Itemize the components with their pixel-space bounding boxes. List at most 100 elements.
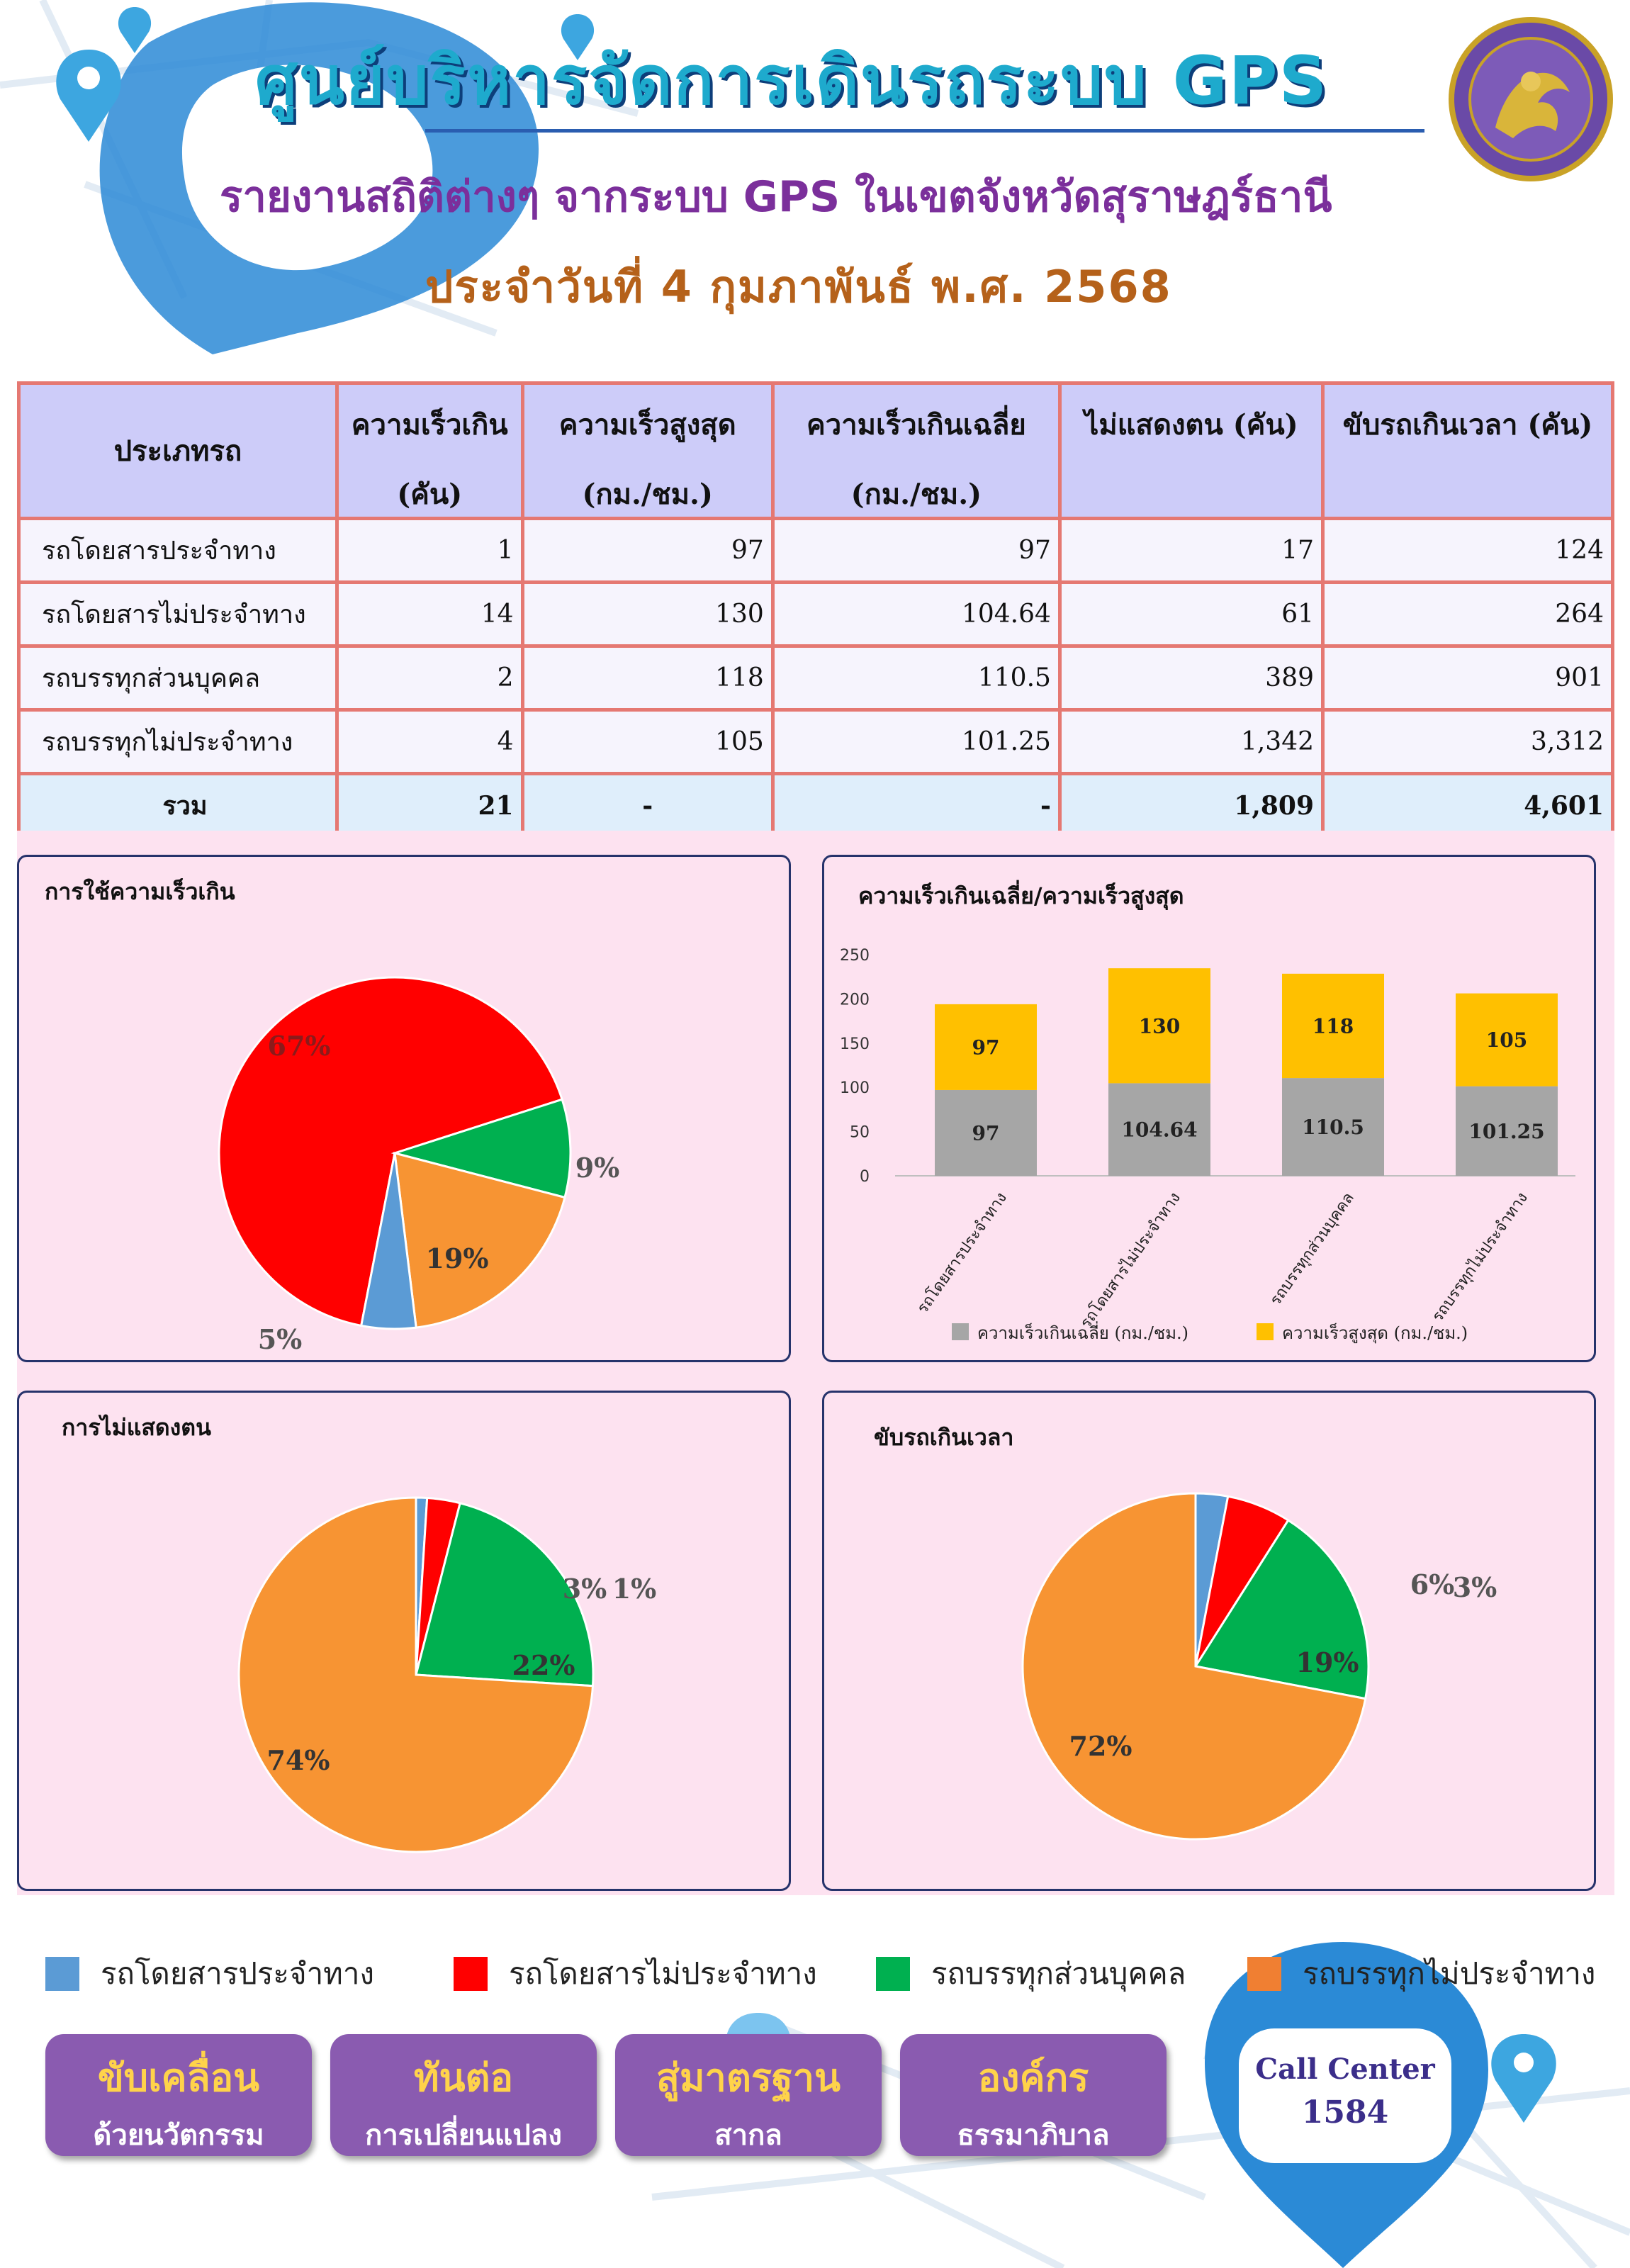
cell-total-max: - — [520, 772, 775, 839]
cell-avg: 110.5 — [770, 644, 1062, 712]
cell-total-avg: - — [770, 772, 1062, 839]
bar-avg-speed — [1282, 1078, 1384, 1176]
cell-total-noid: 1,809 — [1057, 772, 1325, 839]
cell-noid: 17 — [1057, 517, 1325, 584]
cell-total-label: รวม — [17, 772, 339, 839]
bar-max-speed — [1282, 973, 1384, 1079]
cell-noid: 1,342 — [1057, 708, 1325, 775]
y-tick-label: 200 — [840, 991, 870, 1009]
y-tick-label: 0 — [860, 1168, 870, 1186]
pie-chart-speeding: 67% 9% 19% 5% — [218, 976, 619, 1353]
cell-speeding: 1 — [335, 517, 524, 584]
bar-data-label: 110.5 — [1302, 1116, 1364, 1139]
pie-data-label: 19% — [426, 1242, 489, 1274]
col-header-speeding: ความเร็วเกิน (คัน) — [335, 381, 524, 520]
cell-type: รถโดยสารประจำทาง — [17, 517, 339, 584]
bar-avg-speed — [935, 1089, 1037, 1176]
chart-title: การใช้ความเร็วเกิน — [45, 878, 235, 905]
legend-label: รถโดยสารประจำทาง — [101, 1956, 374, 1991]
pie-data-label: 1% — [612, 1573, 657, 1605]
button-line1: สู่มาตรฐาน — [656, 2055, 841, 2100]
pie-slice — [1021, 1492, 1367, 1841]
cell-overtime: 264 — [1321, 580, 1614, 648]
col-header-avg-speed: ความเร็วเกินเฉลี่ย (กม./ชม.) — [770, 381, 1062, 520]
page-title: ศูนย์บริหารจัดการเดินรถระบบ GPS — [255, 43, 1329, 120]
pie-chart-no-identify: 1%3% 22% 74% — [237, 1496, 657, 1853]
cell-total-speeding: 21 — [335, 772, 524, 839]
pie-data-label: 72% — [1069, 1730, 1132, 1762]
cell-noid: 389 — [1057, 644, 1325, 712]
vehicle-legend: รถโดยสารประจำทาง รถโดยสารไม่ประจำทาง รถบ… — [0, 1949, 1630, 1999]
pie-data-label: 74% — [267, 1744, 330, 1776]
pie-slice — [359, 1152, 417, 1330]
cell-overtime: 901 — [1321, 644, 1614, 712]
legend-item-truck-private: รถบรรทุกส่วนบุคคล — [876, 1949, 1186, 1999]
button-line1: องค์กร — [977, 2055, 1089, 2100]
bar-data-label: 97 — [972, 1035, 1000, 1059]
chart-title: ขับรถเกินเวลา — [874, 1424, 1014, 1451]
chart-title: ความเร็วเกินเฉลี่ย/ความเร็วสูงสุด — [858, 882, 1184, 909]
slogan-button-innovation[interactable]: ขับเคลื่อน ด้วยนวัตกรรม — [45, 2034, 312, 2156]
col-header-max-speed: ความเร็วสูงสุด (กม./ชม.) — [520, 381, 775, 520]
cell-speeding: 4 — [335, 708, 524, 775]
bar-data-label: 97 — [972, 1121, 1000, 1145]
cell-type: รถบรรทุกส่วนบุคคล — [17, 644, 339, 712]
cell-avg: 101.25 — [770, 708, 1062, 775]
table-row: รถบรรทุกส่วนบุคคล 2 118 110.5 389 901 — [17, 644, 1614, 712]
call-center-label: Call Center — [1255, 2053, 1435, 2086]
small-pin-graphic — [56, 7, 595, 142]
bar-avg-speed — [1456, 1086, 1558, 1176]
x-tick-label: รถโดยสารประจำทาง — [914, 1189, 1011, 1318]
bar-max-speed — [935, 1004, 1037, 1090]
col-header-overtime: ขับรถเกินเวลา (คัน) — [1321, 381, 1614, 520]
slogan-button-standard[interactable]: สู่มาตรฐาน สากล — [615, 2034, 882, 2156]
legend-label: รถบรรทุกส่วนบุคคล — [931, 1956, 1186, 1991]
cell-speeding: 2 — [335, 644, 524, 712]
legend-item-bus-fixed: รถโดยสารประจำทาง — [45, 1949, 374, 1999]
legend-item-bus-nonfixed: รถโดยสารไม่ประจำทาง — [454, 1949, 817, 1999]
cell-max: 130 — [520, 580, 775, 648]
y-tick-label: 50 — [850, 1124, 870, 1142]
pie-data-label: 19% — [1296, 1646, 1359, 1678]
bar-max-speed — [1108, 968, 1210, 1084]
cell-overtime: 124 — [1321, 517, 1614, 584]
bar-legend-label: ความเร็วเกินเฉลี่ย (กม./ชม.) — [977, 1321, 1188, 1343]
bar-legend-swatch — [1257, 1323, 1274, 1340]
button-line2: สากล — [714, 2119, 782, 2152]
legend-swatch — [876, 1957, 910, 1991]
legend-swatch — [1247, 1957, 1281, 1991]
button-line1: ขับเคลื่อน — [97, 2055, 260, 2100]
y-tick-label: 100 — [840, 1079, 870, 1097]
col-header-no-identify: ไม่แสดงตน (คัน) — [1057, 381, 1325, 520]
pie-slice — [415, 1502, 595, 1688]
table-row: รถโดยสารไม่ประจำทาง 14 130 104.64 61 264 — [17, 580, 1614, 648]
bar-legend-label: ความเร็วสูงสุด (กม./ชม.) — [1282, 1323, 1468, 1344]
cell-max: 105 — [520, 708, 775, 775]
button-line2: ด้วยนวัตกรรม — [93, 2119, 264, 2152]
legend-swatch — [45, 1957, 79, 1991]
slogan-button-change[interactable]: ทันต่อ การเปลี่ยนแปลง — [330, 2034, 597, 2156]
bar-chart-speed: 0 50 100 150 200 250 97 97 รถโดยสารประจำทาง 104.6… — [840, 947, 1575, 1344]
legend-swatch — [454, 1957, 488, 1991]
table-total-row: รวม 21 - - 1,809 4,601 — [17, 772, 1614, 839]
call-center-number: 1584 — [1301, 2094, 1389, 2131]
pie-data-label: 3% — [1453, 1571, 1497, 1603]
y-tick-label: 250 — [840, 947, 870, 965]
statistics-table: ประเภทรถ ความเร็วเกิน (คัน) ความเร็วสูงสุ… — [17, 381, 1614, 839]
bar-data-label: 130 — [1139, 1014, 1180, 1038]
header-pin-graphic — [99, 2, 539, 355]
cell-max: 97 — [520, 517, 775, 584]
page-subtitle: รายงานสถิติต่างๆ จากระบบ GPS ในเขตจังหวั… — [220, 172, 1332, 222]
pie-data-label: 5% — [258, 1323, 303, 1353]
legend-label: รถบรรทุกไม่ประจำทาง — [1303, 1956, 1596, 1991]
slogan-button-governance[interactable]: องค์กร ธรรมาภิบาล — [900, 2034, 1167, 2156]
y-tick-label: 150 — [840, 1035, 870, 1053]
bar-data-label: 104.64 — [1121, 1118, 1197, 1142]
call-center-box[interactable]: Call Center 1584 — [1239, 2028, 1451, 2163]
button-line2: การเปลี่ยนแปลง — [365, 2119, 562, 2152]
table-row: รถบรรทุกไม่ประจำทาง 4 105 101.25 1,342 3… — [17, 708, 1614, 775]
bar-legend-swatch — [952, 1323, 969, 1340]
bar-data-label: 118 — [1313, 1014, 1354, 1038]
cell-type: รถโดยสารไม่ประจำทาง — [17, 580, 339, 648]
legend-label: รถโดยสารไม่ประจำทาง — [509, 1956, 817, 1991]
